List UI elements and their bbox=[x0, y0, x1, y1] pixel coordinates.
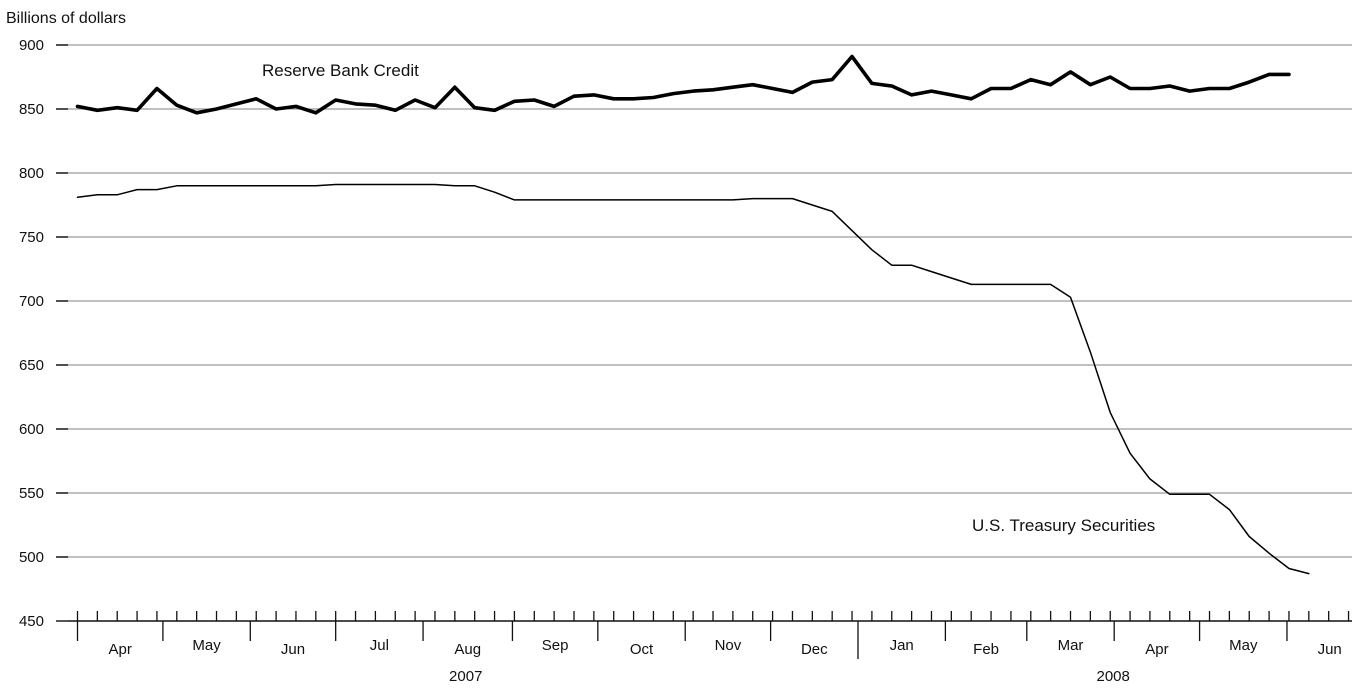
y-tick-label: 650 bbox=[19, 357, 44, 374]
x-month-label: Jun bbox=[1318, 641, 1342, 658]
x-month-label: May bbox=[192, 637, 221, 654]
y-tick-label: 600 bbox=[19, 421, 44, 438]
y-tick-label: 450 bbox=[19, 613, 44, 630]
y-axis-tick-labels: 450 500 550 600 650 700 750 800 850 900 bbox=[19, 37, 44, 630]
y-tick-label: 800 bbox=[19, 165, 44, 182]
y-tick-label: 850 bbox=[19, 101, 44, 118]
y-tick-label: 900 bbox=[19, 37, 44, 54]
y-tick-label: 500 bbox=[19, 549, 44, 566]
y-tick-label: 550 bbox=[19, 485, 44, 502]
x-year-label: 2007 bbox=[449, 668, 482, 685]
x-axis: Apr May Jun Jul Aug Sep Oct Nov Dec Jan Feb Mar Apr M… bbox=[68, 611, 1352, 685]
x-month-label: Apr bbox=[109, 641, 132, 658]
x-month-label: Jul bbox=[370, 637, 389, 654]
y-tick-label: 700 bbox=[19, 293, 44, 310]
y-axis-title: Billions of dollars bbox=[6, 10, 126, 27]
x-month-label: May bbox=[1229, 637, 1258, 654]
x-month-label: Jun bbox=[281, 641, 305, 658]
x-month-label: Feb bbox=[973, 641, 999, 658]
x-month-label: Oct bbox=[630, 641, 654, 658]
x-month-label: Nov bbox=[715, 637, 742, 654]
x-month-label: Jan bbox=[890, 637, 914, 654]
series-label-us-treasury-securities: U.S. Treasury Securities bbox=[972, 516, 1155, 535]
series-line-1 bbox=[76, 183, 1310, 575]
x-month-label: Dec bbox=[801, 641, 828, 658]
x-year-label: 2008 bbox=[1097, 668, 1130, 685]
series-label-reserve-bank-credit: Reserve Bank Credit bbox=[262, 61, 419, 80]
y-tick-label: 750 bbox=[19, 229, 44, 246]
series-line-0 bbox=[75, 54, 1291, 115]
x-month-label: Mar bbox=[1058, 637, 1084, 654]
x-month-label: Sep bbox=[542, 637, 569, 654]
x-month-label: Apr bbox=[1145, 641, 1168, 658]
series-layer bbox=[75, 54, 1310, 575]
gridlines bbox=[56, 44, 1352, 622]
x-month-label: Aug bbox=[454, 641, 481, 658]
